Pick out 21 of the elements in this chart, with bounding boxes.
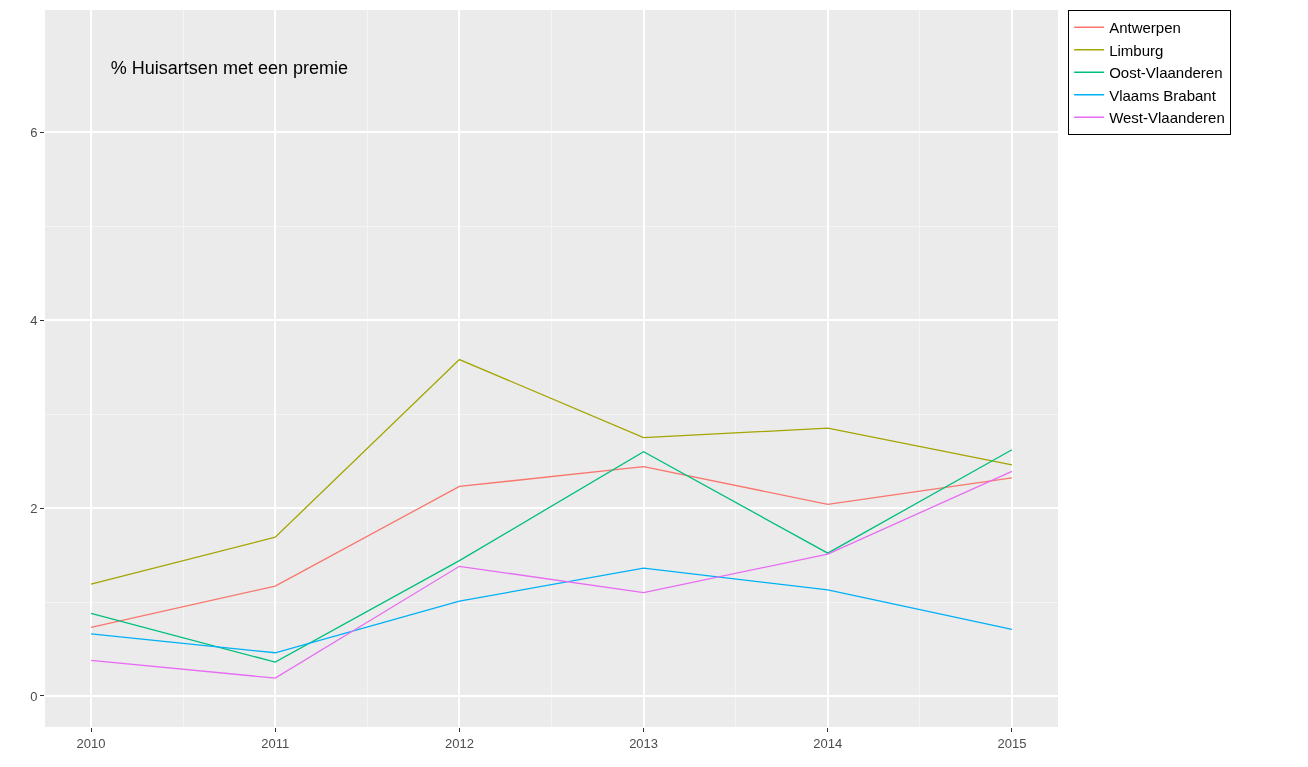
x-tick-label: 2012 [444,735,474,751]
x-tick-label: 2011 [261,735,290,751]
x-tick-label: 2014 [813,735,843,751]
x-tick-label: 2013 [629,735,659,751]
y-tick-label: 6 [30,124,38,140]
x-tick-label: 2010 [76,735,106,751]
legend-label: Vlaams Brabant [1109,86,1217,104]
x-tick-label: 2015 [997,735,1027,751]
line-series [90,567,1013,654]
y-tick-label: 2 [30,500,38,516]
legend-label: Oost-Vlaanderen [1109,64,1223,82]
legend-label: Antwerpen [1109,19,1181,37]
line-series [90,466,1013,629]
legend-label: West-Vlaanderen [1109,109,1225,127]
legend-label: Limburg [1109,41,1164,59]
y-tick-label: 0 [30,688,38,704]
line-series [90,358,1013,585]
line-series [90,449,1013,663]
y-tick-label: 4 [30,312,38,328]
text: % Huisartsen met een premie [110,57,348,78]
line-series [90,470,1013,679]
